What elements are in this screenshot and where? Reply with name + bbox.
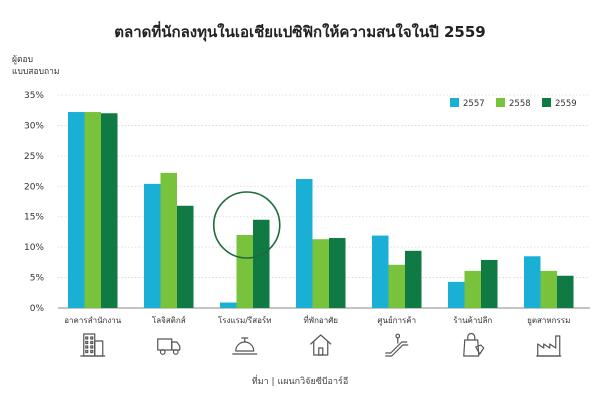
y-tick-label: 30% [24,121,44,131]
bar-2557-6 [524,256,541,308]
bar-2559-2 [253,219,270,308]
shopping-bag-icon [463,332,485,357]
x-tick-label: อาคารสำนักงาน [64,316,122,325]
bar-2558-4 [388,264,405,308]
x-tick-label: ศูนย์การค้า [377,315,416,326]
x-tick-label: โลจิสติกส์ [152,315,186,325]
bar-2557-1 [144,183,161,308]
bar-2559-6 [557,275,574,308]
bar-2558-0 [84,112,101,308]
house-icon [310,334,332,356]
bar-2558-3 [312,239,329,308]
escalator-icon [385,333,409,357]
legend-swatch-2559 [542,98,551,107]
x-tick-label: ยูตสาหกรรม [527,316,570,326]
y-tick-label: 35% [24,91,44,101]
legend-swatch-2557 [450,98,459,107]
x-tick-label: โรงแรม/รีสอร์ท [218,315,271,325]
x-tick-label: ที่พักอาศัย [304,314,338,325]
chart-title: ตลาดที่นักลงทุนในเอเชียแปซิฟิกให้ความสนใ… [114,23,486,41]
bar-2557-0 [68,112,85,308]
bar-2559-3 [329,238,346,308]
bar-2558-2 [236,234,253,308]
y-tick-label: 10% [24,243,44,253]
y-tick-label: 15% [24,213,44,223]
bar-2558-5 [464,270,481,308]
delivery-truck-icon [157,338,181,355]
bar-2559-5 [481,259,498,308]
y-tick-label: 5% [30,274,45,284]
y-tick-label: 20% [24,182,44,192]
bar-2557-2 [220,302,237,308]
bar-2559-0 [101,113,118,308]
bar-2558-6 [540,270,557,308]
legend-label: 2559 [555,99,577,109]
bar-2557-5 [448,281,465,308]
y-tick-label: 0% [30,304,45,314]
bar-2559-1 [177,205,194,308]
bar-2557-4 [372,235,389,308]
factory-icon [536,335,562,357]
y-axis-label: ผู้ตอบ แบบสอบถาม [12,55,60,77]
y-tick-label: 25% [24,152,44,162]
x-tick-label: ร้านค้าปลีก [453,316,492,325]
bar-2558-1 [160,172,177,308]
office-building-icon [80,333,106,357]
legend-swatch-2558 [496,98,505,107]
bar-2557-3 [296,178,313,308]
highlight-circle [212,191,281,259]
legend-label: 2558 [509,99,531,109]
hotel-bell-icon [232,337,258,355]
legend-label: 2557 [463,99,485,109]
bar-2559-4 [405,250,422,308]
source-note: ที่มา | แผนกวิจัยซีบีอาร์อี [251,377,349,387]
